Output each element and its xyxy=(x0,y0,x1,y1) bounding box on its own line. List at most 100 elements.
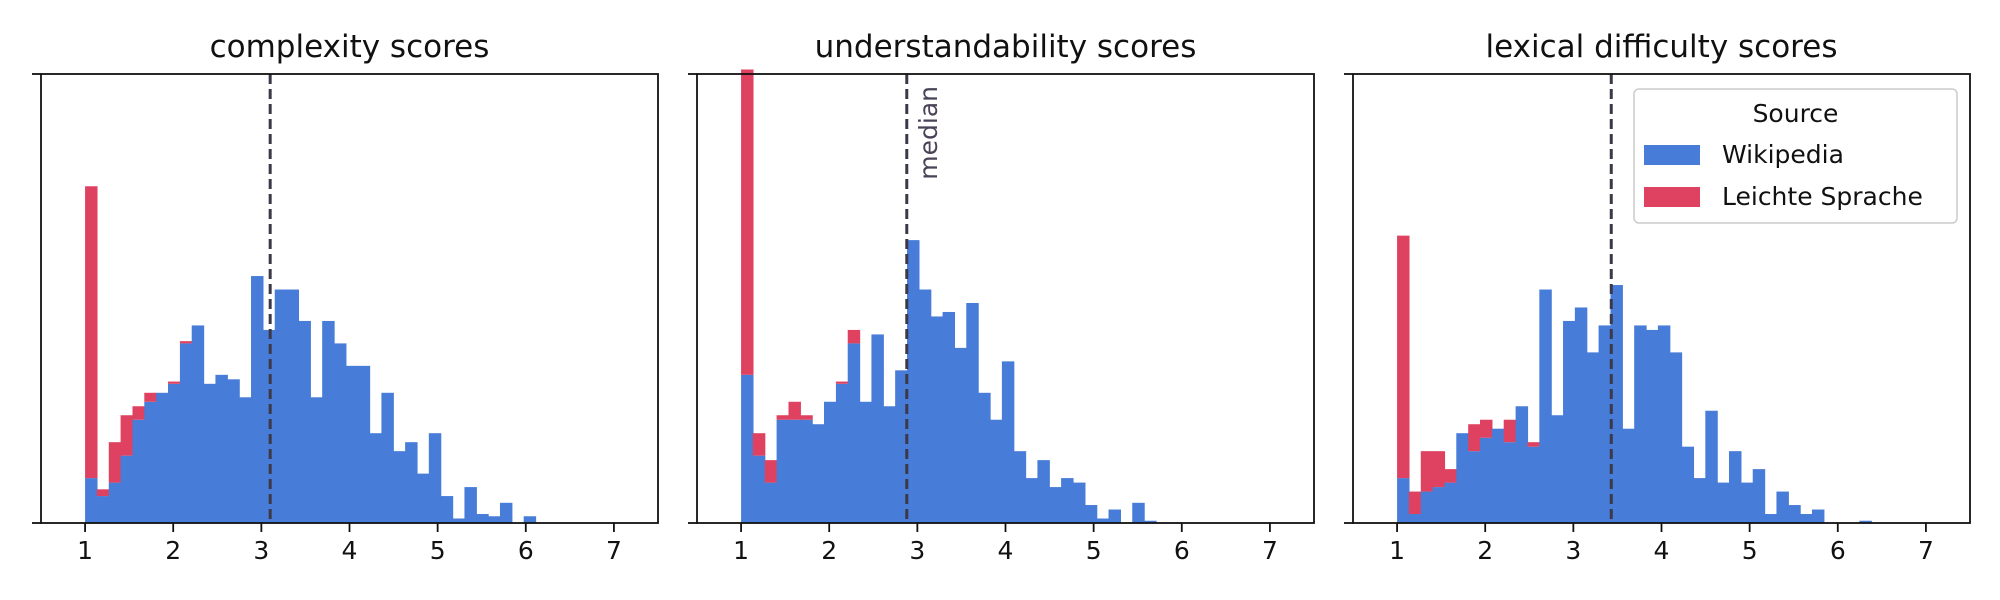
x-tick-label: 5 xyxy=(430,536,446,565)
bar-wikipedia xyxy=(1645,329,1659,523)
bar-wikipedia xyxy=(168,383,181,523)
bar-wikipedia xyxy=(1752,469,1766,523)
bar-wikipedia xyxy=(1622,428,1635,523)
x-tick-label: 7 xyxy=(1262,536,1278,565)
legend-label-leichte-sprache: Leichte Sprache xyxy=(1722,182,1923,211)
bar-wikipedia xyxy=(203,383,217,523)
bar-wikipedia xyxy=(405,442,418,523)
bar-leichte-sprache xyxy=(1480,419,1493,438)
bar-leichte-sprache xyxy=(800,415,813,420)
bar-wikipedia xyxy=(954,347,967,523)
bar-leichte-sprache xyxy=(741,69,754,375)
bar-wikipedia xyxy=(381,392,394,523)
legend-title: Source xyxy=(1753,99,1839,128)
bar-wikipedia xyxy=(239,397,252,523)
bar-wikipedia xyxy=(417,473,430,523)
bar-wikipedia xyxy=(251,276,264,523)
bar-leichte-sprache xyxy=(1420,451,1434,492)
bar-wikipedia xyxy=(1013,451,1027,523)
legend-box xyxy=(1633,88,1958,224)
bar-wikipedia xyxy=(428,433,442,523)
bar-wikipedia xyxy=(1586,352,1600,523)
bar-wikipedia xyxy=(989,419,1003,523)
bar-wikipedia xyxy=(1634,325,1647,523)
bar-wikipedia xyxy=(741,374,754,523)
bar-wikipedia xyxy=(764,482,778,523)
bar-wikipedia xyxy=(1574,307,1588,523)
bar-wikipedia xyxy=(1073,482,1086,523)
bar-wikipedia xyxy=(930,316,944,523)
x-tick-label: 7 xyxy=(1918,536,1934,565)
bar-leichte-sprache xyxy=(132,406,145,420)
bar-wikipedia xyxy=(788,419,801,523)
bar-leichte-sprache xyxy=(1527,442,1540,447)
bar-wikipedia xyxy=(499,502,513,523)
bar-wikipedia xyxy=(1527,446,1540,523)
bar-wikipedia xyxy=(1563,320,1576,523)
bar-leichte-sprache xyxy=(752,433,766,456)
bar-leichte-sprache xyxy=(776,415,790,420)
bar-wikipedia xyxy=(274,289,288,523)
bar-wikipedia xyxy=(1108,509,1121,523)
bar-wikipedia xyxy=(488,516,501,523)
bar-leichte-sprache xyxy=(847,329,861,344)
bar-wikipedia xyxy=(1539,289,1552,523)
bar-wikipedia xyxy=(85,478,98,523)
bar-leichte-sprache xyxy=(1432,451,1446,488)
bar-wikipedia xyxy=(322,320,335,523)
bar-leichte-sprache xyxy=(764,460,778,483)
bar-wikipedia xyxy=(1503,442,1517,523)
x-tick-label: 6 xyxy=(518,536,534,565)
bar-leichte-sprache xyxy=(168,381,181,384)
bar-leichte-sprache xyxy=(108,442,122,483)
bar-leichte-sprache xyxy=(85,186,98,479)
bar-wikipedia xyxy=(895,370,908,523)
bar-wikipedia xyxy=(452,518,465,523)
bar-wikipedia xyxy=(1061,478,1074,523)
bar-wikipedia xyxy=(1764,514,1777,523)
bar-wikipedia xyxy=(907,240,920,523)
bar-wikipedia xyxy=(1811,509,1825,523)
legend-label-wikipedia: Wikipedia xyxy=(1722,140,1844,169)
bar-wikipedia xyxy=(120,455,134,523)
bar-wikipedia xyxy=(1681,446,1695,523)
bar-wikipedia xyxy=(1444,482,1457,523)
panel-title: lexical difficulty scores xyxy=(1486,29,1838,65)
bar-wikipedia xyxy=(978,392,991,523)
x-tick-label: 3 xyxy=(1565,536,1581,565)
bar-wikipedia xyxy=(1776,491,1789,523)
x-tick-label: 4 xyxy=(1654,536,1670,565)
bar-leichte-sprache xyxy=(1503,419,1517,443)
legend-swatch-leichte-sprache xyxy=(1644,187,1700,207)
bar-wikipedia xyxy=(1800,514,1813,523)
bar-wikipedia xyxy=(824,401,837,523)
bar-wikipedia xyxy=(800,419,813,523)
bar-leichte-sprache xyxy=(1444,469,1457,483)
bar-wikipedia xyxy=(1491,428,1505,523)
bar-wikipedia xyxy=(286,289,300,523)
bar-wikipedia xyxy=(1037,460,1050,523)
x-tick-label: 3 xyxy=(909,536,925,565)
bar-leichte-sprache xyxy=(120,415,134,456)
bar-wikipedia xyxy=(357,365,371,523)
bar-leichte-sprache xyxy=(96,489,110,497)
bar-leichte-sprache xyxy=(1468,424,1481,452)
bar-wikipedia xyxy=(132,419,145,523)
bar-wikipedia xyxy=(752,455,766,523)
bar-wikipedia xyxy=(1859,520,1872,523)
bar-wikipedia xyxy=(298,320,311,523)
bar-wikipedia xyxy=(1025,478,1039,523)
x-tick-label: 1 xyxy=(77,536,93,565)
bar-wikipedia xyxy=(1144,520,1157,523)
bar-wikipedia xyxy=(859,401,873,523)
bar-wikipedia xyxy=(96,496,110,523)
bar-wikipedia xyxy=(1657,325,1671,523)
bars xyxy=(741,69,1157,523)
x-tick-label: 6 xyxy=(1830,536,1846,565)
bar-wikipedia xyxy=(1096,518,1110,523)
bar-wikipedia xyxy=(1515,406,1529,523)
histogram-panel-2: understandability scores median 1 2 3 4 5 6 7 xyxy=(688,29,1315,565)
histogram-panel-1: complexity scores 1 2 3 4 5 6 7 xyxy=(32,29,659,565)
panel-title: understandability scores xyxy=(815,29,1197,65)
x-tick-label: 2 xyxy=(1477,536,1493,565)
